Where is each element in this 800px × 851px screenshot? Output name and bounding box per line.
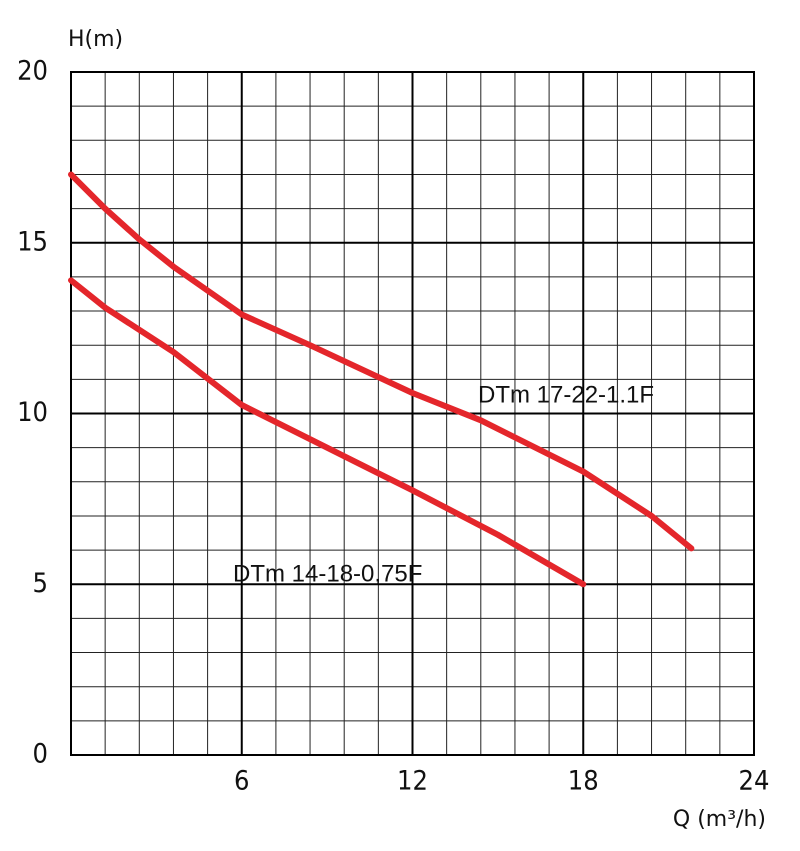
series-label: DTm 17-22-1.1F — [478, 381, 654, 408]
plot-frame — [70, 71, 755, 756]
x-tick-label: 18 — [568, 766, 599, 797]
curve — [68, 171, 695, 552]
y-tick-label: 0 — [33, 739, 48, 770]
y-tick-label: 10 — [17, 397, 48, 428]
x-axis-label: Q (m³/h) — [673, 807, 766, 832]
y-tick-label: 20 — [17, 56, 48, 87]
series-label: DTm 14-18-0,75F — [233, 560, 422, 587]
y-axis-label: H(m) — [68, 27, 123, 52]
curve — [68, 277, 587, 588]
x-tick-label: 6 — [234, 766, 249, 797]
x-tick-label: 12 — [397, 766, 428, 797]
y-tick-label: 5 — [33, 568, 48, 599]
x-tick-label: 24 — [739, 766, 770, 797]
y-tick-label: 15 — [17, 226, 48, 257]
